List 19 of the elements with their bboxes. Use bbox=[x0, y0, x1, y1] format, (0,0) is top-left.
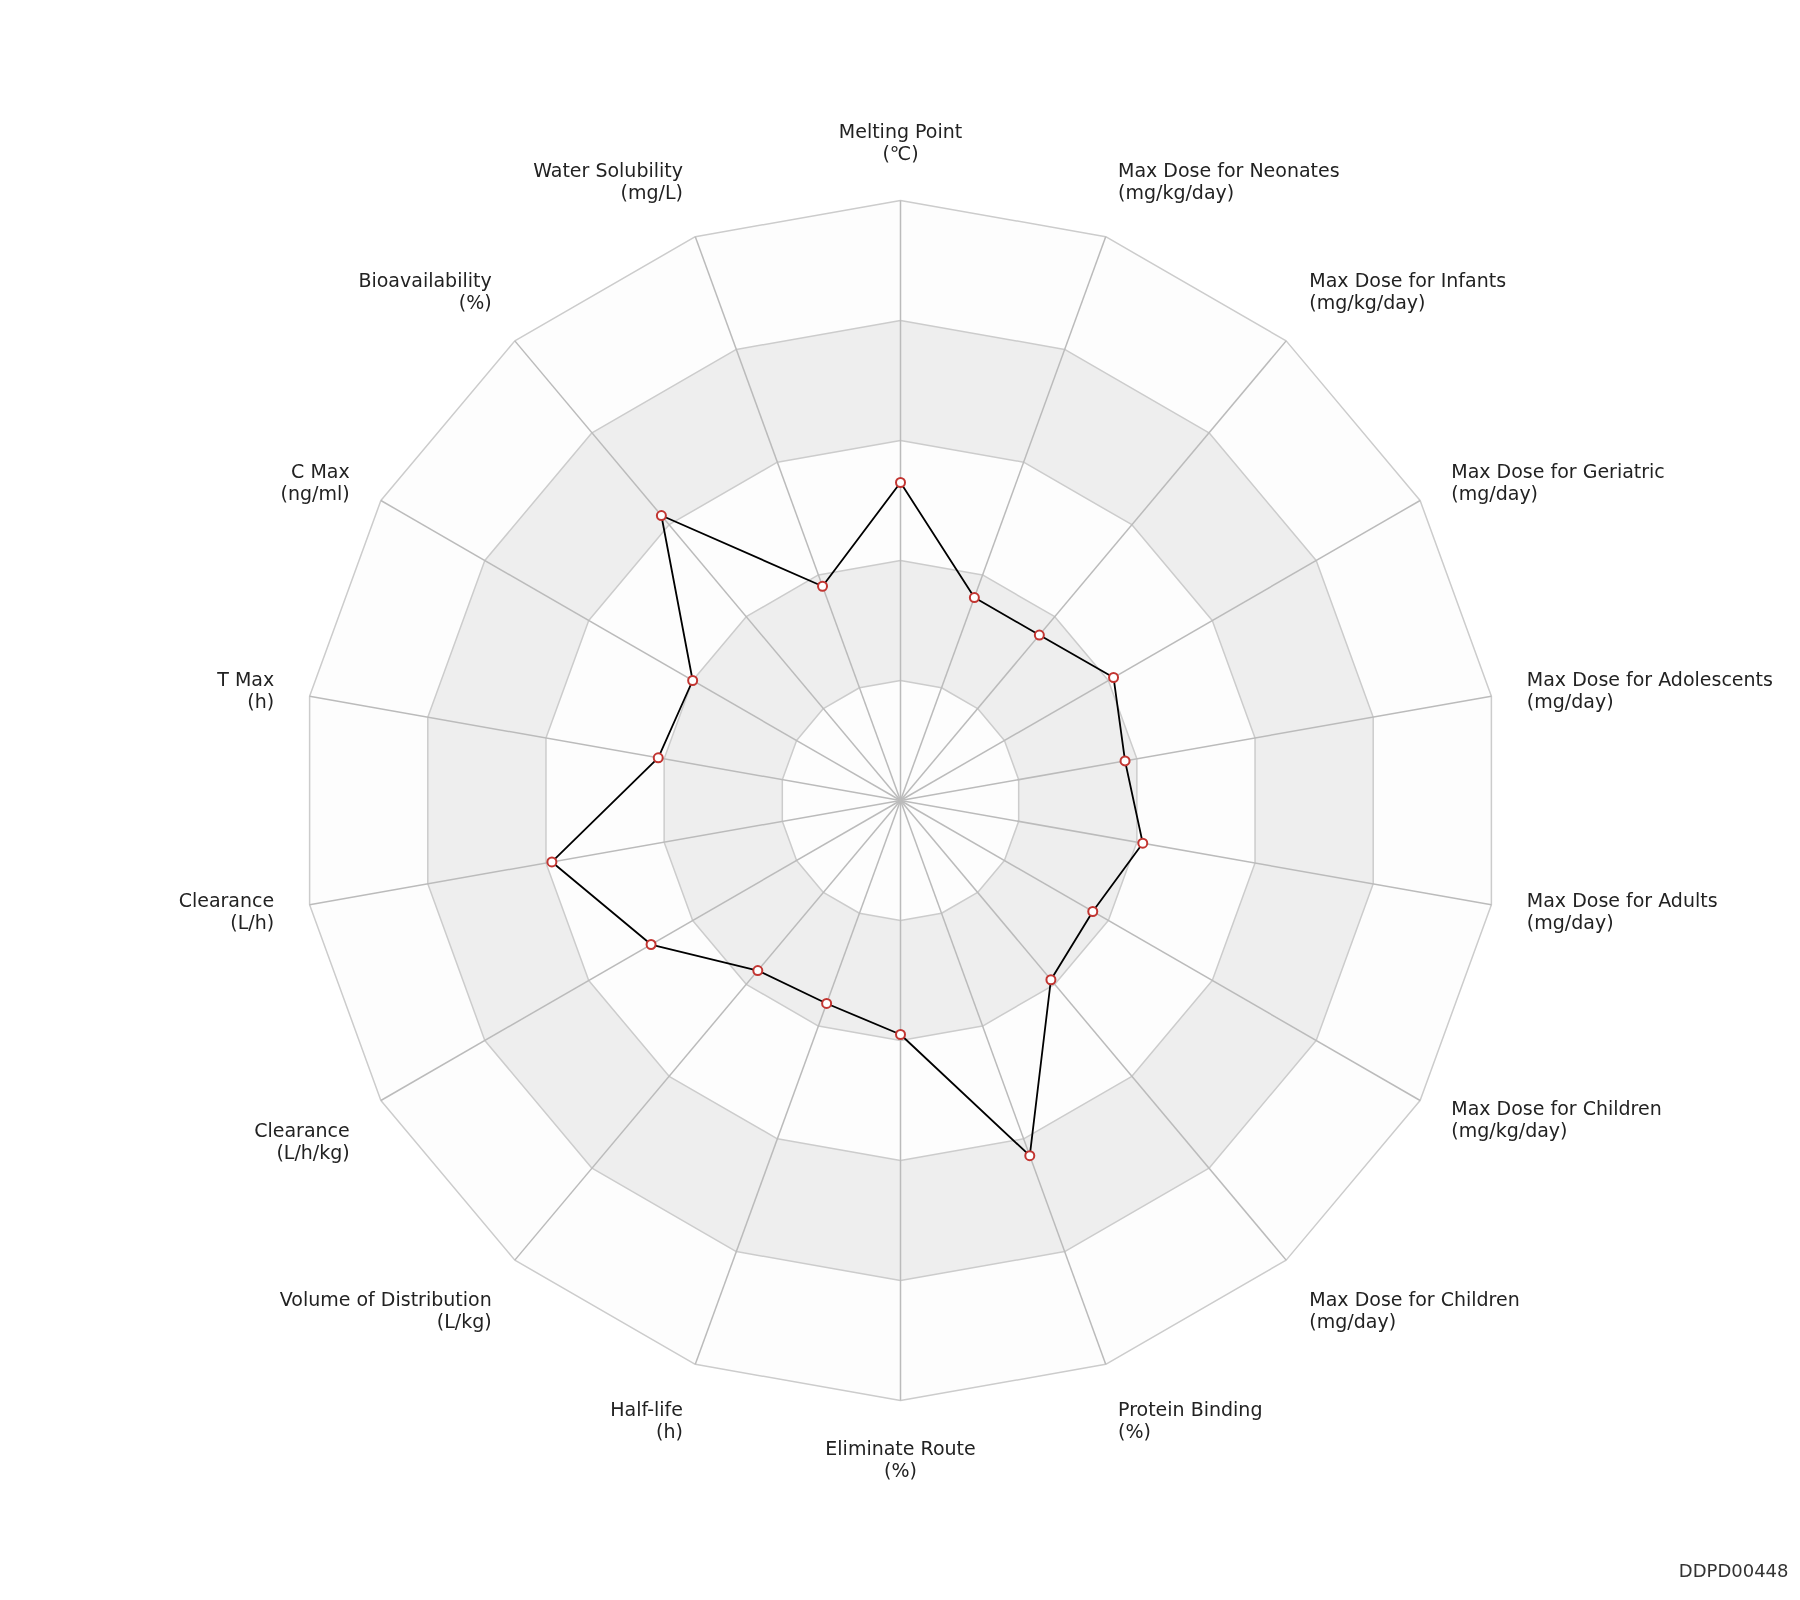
spoke-label: Melting Point (℃) bbox=[838, 120, 963, 165]
spoke-label: Water Solubility (mg/L) bbox=[533, 158, 683, 203]
spoke-label: Max Dose for Neonates (mg/kg/day) bbox=[1118, 158, 1340, 203]
spoke-label: Max Dose for Adults (mg/day) bbox=[1526, 888, 1718, 933]
spoke-label: C Max (ng/ml) bbox=[280, 460, 350, 505]
spoke-label: Max Dose for Geriatric (mg/day) bbox=[1451, 460, 1665, 505]
spoke-label: Max Dose for Children (mg/kg/day) bbox=[1451, 1096, 1662, 1141]
text: DDPD00448 bbox=[1678, 1559, 1789, 1581]
spoke-label: Eliminate Route (%) bbox=[825, 1436, 976, 1481]
spoke-label: Protein Binding (%) bbox=[1118, 1398, 1263, 1443]
spoke-label: T Max (h) bbox=[216, 668, 275, 713]
spoke-label: Max Dose for Children (mg/day) bbox=[1309, 1287, 1520, 1332]
spoke-label: Bioavailability (%) bbox=[358, 269, 492, 314]
spoke-label: Clearance (L/h/kg) bbox=[254, 1118, 350, 1163]
spoke-label: Volume of Distribution (L/kg) bbox=[279, 1287, 492, 1332]
spoke-label: Clearance (L/h) bbox=[178, 888, 275, 933]
spoke-label: Half-life (h) bbox=[610, 1398, 683, 1443]
spoke-label: Max Dose for Infants (mg/kg/day) bbox=[1309, 269, 1507, 314]
spoke-label: Max Dose for Adolescents (mg/day) bbox=[1526, 668, 1773, 713]
